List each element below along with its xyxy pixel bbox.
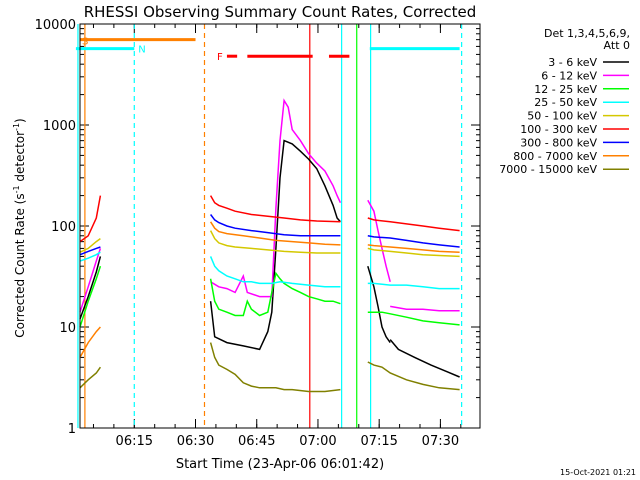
series-line: [79, 265, 102, 328]
x-tick-label: 07:15: [360, 434, 397, 449]
legend-label: 7000 - 15000 keV: [499, 163, 597, 176]
series-line: [79, 256, 102, 320]
y-tick-label: 1000: [43, 119, 76, 134]
y-tick-label: 10000: [35, 18, 76, 33]
x-axis-label: Start Time (23-Apr-06 06:01:42): [176, 457, 384, 472]
series-line: [79, 366, 102, 389]
series-line: [390, 305, 460, 312]
plot-area: 1 10 100 1000 10000 06:15 06:30 06:45 07:00 07:15…: [35, 18, 481, 449]
y-label-main: Corrected Count Rate (s: [13, 193, 27, 337]
y-label-sup1: -1: [12, 185, 21, 193]
series-line: [209, 230, 341, 254]
series-line: [209, 221, 341, 246]
legend-label: 3 - 6 keV: [548, 56, 597, 69]
series-line: [367, 311, 460, 326]
x-tick-label: 06:45: [238, 434, 275, 449]
y-label-mid: detector: [13, 131, 27, 186]
legend-header-2: Att 0: [604, 39, 630, 52]
series-line: [209, 342, 341, 393]
flag-label: S: [82, 37, 88, 48]
series-line: [367, 235, 460, 248]
y-label-sup2: -1: [12, 123, 21, 131]
legend-label: 6 - 12 keV: [541, 69, 597, 82]
y-tick-label: 100: [51, 220, 76, 235]
legend-header-1: Det 1,3,4,5,6,9,: [544, 27, 630, 40]
series-line: [210, 214, 341, 237]
series-line: [367, 199, 391, 282]
series-line: [79, 246, 101, 256]
timestamp: 15-Oct-2021 01:21: [560, 468, 636, 477]
plot-frame: [79, 23, 481, 429]
series-line: [209, 195, 341, 223]
x-tick-label: 07:30: [422, 434, 459, 449]
x-tick-label: 06:30: [177, 434, 214, 449]
flag-label: F: [217, 52, 223, 63]
series-line: [79, 326, 101, 358]
legend-label: 50 - 100 keV: [527, 110, 597, 123]
series-line: [210, 98, 342, 298]
legend-label: 12 - 25 keV: [534, 83, 597, 96]
series-line: [367, 282, 460, 290]
series-line: [79, 237, 101, 253]
series-line: [209, 256, 341, 288]
series-line: [367, 244, 460, 253]
x-tick-label: 06:15: [116, 434, 153, 449]
series-line: [367, 247, 460, 258]
flag-label: N: [138, 45, 145, 56]
series-line: [79, 195, 102, 243]
legend-label: 25 - 50 keV: [534, 96, 597, 109]
x-tick-label: 07:00: [299, 434, 336, 449]
series-line: [209, 271, 341, 317]
series-line: [367, 361, 460, 391]
y-label-end: ): [13, 118, 27, 123]
legend-label: 300 - 800 keV: [520, 136, 597, 149]
series-line: [367, 217, 460, 232]
series-line: [79, 248, 102, 313]
legend-label: 800 - 7000 keV: [513, 150, 597, 163]
series-line: [389, 339, 460, 378]
y-tick-label: 10: [59, 321, 76, 336]
chart-title: RHESSI Observing Summary Count Rates, Co…: [84, 3, 477, 21]
series-line: [79, 251, 101, 262]
y-axis-label: Corrected Count Rate (s-1 detector-1): [12, 118, 27, 337]
y-tick-label: 1: [68, 422, 76, 437]
legend-label: 100 - 300 keV: [520, 123, 597, 136]
series-line: [209, 139, 341, 351]
